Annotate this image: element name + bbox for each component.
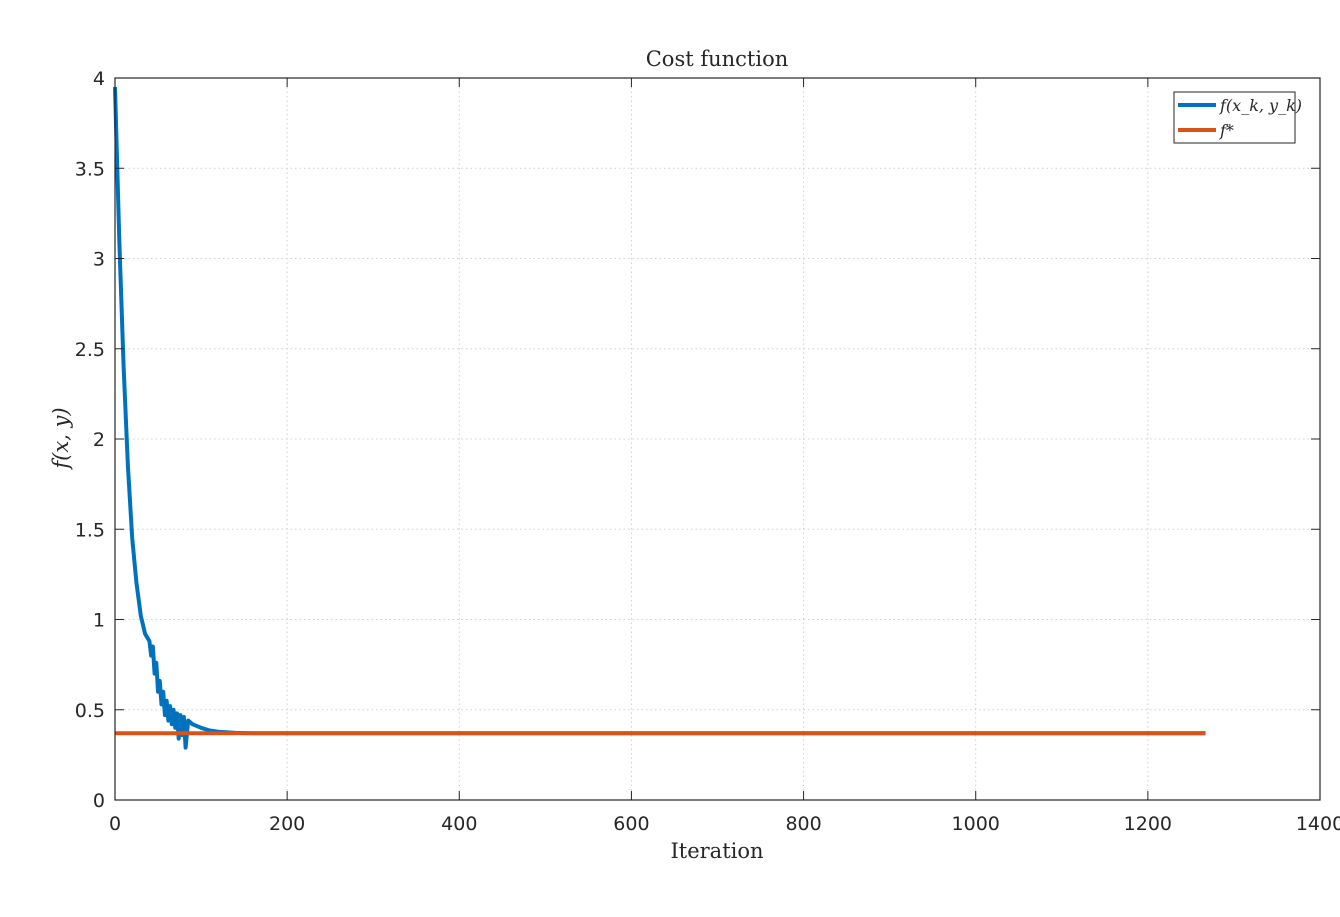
legend-label: f(x_k, y_k) — [1219, 96, 1302, 115]
chart-title: Cost function — [646, 47, 789, 71]
x-tick-label: 1000 — [952, 813, 1000, 835]
y-tick-label: 1.5 — [75, 519, 105, 541]
y-tick-label: 2.5 — [75, 339, 105, 361]
legend-label: f* — [1219, 121, 1234, 140]
x-axis-label: Iteration — [670, 839, 763, 863]
y-axis-label: f(x, y) — [49, 407, 73, 470]
y-tick-label: 4 — [93, 68, 105, 90]
x-tick-label: 0 — [109, 813, 121, 835]
y-tick-label: 3.5 — [75, 158, 105, 180]
ticks: 0 200 400 600 800 1000 1200 1400 0 0.5 1 1.5 2 2.5 3 3.… — [75, 68, 1340, 835]
plot-lines — [113, 86, 1206, 750]
x-tick-label: 1400 — [1296, 813, 1340, 835]
x-tick-label: 600 — [613, 813, 649, 835]
y-tick-label: 0.5 — [75, 700, 105, 722]
y-tick-label: 2 — [93, 429, 105, 451]
x-tick-label: 1200 — [1124, 813, 1172, 835]
y-tick-label: 3 — [93, 249, 105, 271]
legend-box — [1173, 91, 1296, 144]
x-tick-label: 400 — [441, 813, 477, 835]
x-tick-label: 800 — [785, 813, 821, 835]
x-tick-label: 200 — [269, 813, 305, 835]
y-tick-label: 1 — [93, 610, 105, 632]
y-tick-label: 0 — [93, 790, 105, 812]
grid — [115, 78, 1320, 800]
legend: f(x_k, y_k) f* — [1173, 91, 1302, 144]
